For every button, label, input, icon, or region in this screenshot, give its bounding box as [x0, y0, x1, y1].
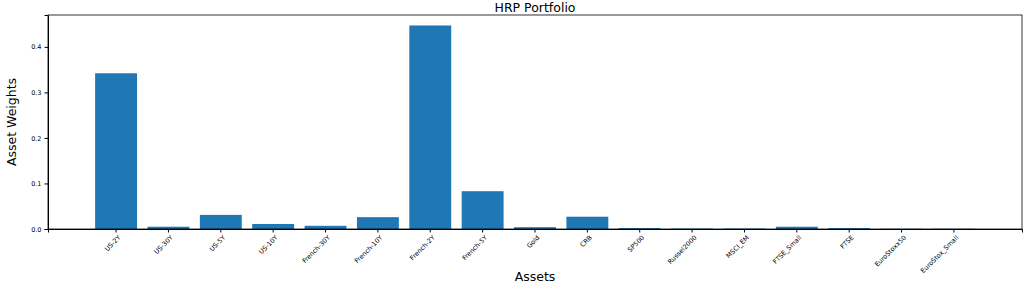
- x-tick: French-30Y: [301, 229, 332, 265]
- x-axis-line: [49, 230, 1023, 233]
- x-tick: EuroStoxx50: [873, 229, 908, 269]
- y-tick: 0.3: [31, 89, 48, 97]
- plot: 0.0 0.1 0.2 0.3 0.4 US-2Y US-30Y US-5Y US-10Y Fre…: [31, 15, 1022, 275]
- y-tick-label: 0.0: [31, 226, 41, 234]
- x-tick-label: Russel2000: [666, 234, 698, 266]
- x-tick-mark: [901, 229, 902, 233]
- x-tick-mark: [639, 229, 640, 233]
- x-tick-label: US-10Y: [257, 234, 279, 256]
- y-tick-mark: [45, 138, 49, 139]
- y-tick-mark: [45, 183, 49, 184]
- x-tick-label: Gold: [525, 234, 541, 250]
- y-tick: 0.1: [31, 180, 48, 188]
- y-tick: 0.0: [31, 226, 48, 234]
- y-tick-label: 0.4: [31, 43, 41, 51]
- x-tick: SP500: [626, 229, 646, 254]
- x-tick-label: EuroStox_Small: [919, 234, 960, 275]
- x-tick-mark: [692, 229, 693, 233]
- y-axis: 0.0 0.1 0.2 0.3 0.4: [31, 16, 48, 234]
- x-tick-mark: [377, 229, 378, 233]
- bar: [409, 25, 451, 229]
- y-tick-mark: [45, 229, 49, 230]
- x-tick-label: US-2Y: [103, 234, 122, 253]
- bar: [357, 217, 399, 229]
- x-tick: French-2Y: [408, 229, 436, 262]
- x-tick-label: US-30Y: [153, 234, 175, 256]
- x-tick-mark: [325, 229, 326, 233]
- x-tick: US-2Y: [103, 229, 122, 253]
- x-tick: Gold: [525, 229, 541, 250]
- x-tick: French-10Y: [353, 229, 384, 265]
- x-tick-mark: [220, 229, 221, 233]
- x-tick-mark: [587, 229, 588, 233]
- x-tick-label: French-10Y: [353, 234, 384, 265]
- bar: [462, 191, 504, 229]
- bar: [252, 224, 294, 229]
- x-tick-mark: [744, 229, 745, 233]
- x-tick-label: MSCI_EM: [725, 234, 751, 260]
- bars: [95, 25, 975, 229]
- y-tick-label: 0.3: [31, 89, 41, 97]
- bar: [305, 226, 347, 229]
- x-tick-mark: [796, 229, 797, 233]
- x-tick-mark: [482, 229, 483, 233]
- y-tick-mark: [45, 47, 49, 48]
- chart: 0.0 0.1 0.2 0.3 0.4 US-2Y US-30Y US-5Y US-10Y Fre…: [0, 0, 1030, 288]
- x-tick-label: French-2Y: [408, 234, 436, 262]
- y-tick-label: 0.2: [31, 135, 41, 143]
- x-tick-mark: [535, 229, 536, 233]
- x-tick-mark: [273, 229, 274, 233]
- x-tick-mark: [168, 229, 169, 233]
- x-axis-title: Assets: [515, 269, 556, 284]
- title: HRP Portfolio: [494, 0, 575, 15]
- x-tick-mark: [953, 229, 954, 233]
- x-tick: Russel2000: [666, 229, 698, 266]
- x-tick: EuroStox_Small: [919, 229, 960, 275]
- plot-frame: [48, 15, 1022, 229]
- bar: [566, 217, 608, 229]
- y-tick: 0.2: [31, 135, 48, 143]
- y-tick-label: 0.1: [31, 180, 41, 188]
- x-tick-label: French-5Y: [461, 234, 489, 262]
- x-tick: CRB: [579, 229, 594, 249]
- x-tick-mark: [116, 229, 117, 233]
- bar: [200, 215, 242, 229]
- x-tick: MSCI_EM: [725, 229, 751, 260]
- y-tick: 0.4: [31, 43, 48, 51]
- x-tick-mark: [430, 229, 431, 233]
- x-tick: FTSE_Small: [771, 229, 803, 266]
- x-tick-label: US-5Y: [208, 234, 227, 253]
- x-tick-label: FTSE: [839, 234, 856, 251]
- x-tick-mark: [849, 229, 850, 233]
- bar: [95, 73, 137, 229]
- x-tick: US-5Y: [208, 229, 227, 253]
- x-tick-label: EuroStoxx50: [873, 234, 908, 269]
- y-tick-mark: [45, 92, 49, 93]
- x-tick-label: FTSE_Small: [771, 234, 803, 266]
- x-tick: US-10Y: [257, 229, 279, 256]
- x-tick: FTSE: [839, 229, 856, 251]
- x-tick-label: French-30Y: [301, 234, 332, 265]
- x-tick: US-30Y: [153, 229, 175, 256]
- y-axis-title: Asset Weights: [4, 78, 19, 166]
- x-tick-label: SP500: [626, 234, 646, 254]
- x-tick: French-5Y: [461, 229, 489, 262]
- x-tick-label: CRB: [579, 234, 594, 249]
